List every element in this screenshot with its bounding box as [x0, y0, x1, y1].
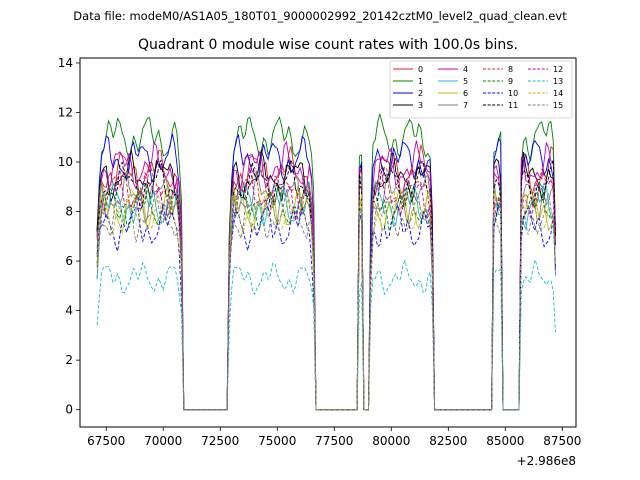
x-tick-label: 87500	[543, 434, 581, 448]
figure-suptitle: Data file: modeM0/AS1A05_180T01_90000029…	[73, 9, 567, 23]
legend-label-6: 6	[463, 89, 468, 98]
legend-frame	[389, 60, 573, 119]
x-tick-label: 75000	[258, 434, 296, 448]
legend-label-11: 11	[508, 101, 518, 110]
y-tick-label: 0	[65, 403, 73, 417]
y-tick-label: 10	[58, 155, 73, 169]
legend-label-3: 3	[418, 101, 423, 110]
x-offset-label: +2.986e8	[517, 454, 576, 468]
x-tick-label: 80000	[372, 434, 410, 448]
y-tick-label: 12	[58, 105, 73, 119]
legend-label-7: 7	[463, 101, 468, 110]
legend-label-9: 9	[508, 77, 513, 86]
y-axis: 0 2 4 6 8 10 12 14	[58, 56, 80, 417]
x-tick-label: 72500	[201, 434, 239, 448]
series-line-15	[96, 189, 556, 411]
legend-label-10: 10	[508, 89, 518, 98]
series-line-14	[96, 187, 556, 411]
legend-label-12: 12	[553, 65, 563, 74]
chart-title: Quadrant 0 module wise count rates with …	[138, 37, 518, 53]
x-axis: 67500 70000 72500 75000 77500 80000 82500 85000…	[87, 427, 581, 448]
x-tick-label: 70000	[144, 434, 182, 448]
plot-frame	[79, 57, 577, 428]
series-layer	[96, 113, 556, 411]
x-tick-label: 85000	[486, 434, 524, 448]
series-line-13	[96, 258, 556, 411]
x-tick-label: 67500	[87, 434, 125, 448]
legend-label-5: 5	[463, 77, 468, 86]
y-tick-label: 2	[65, 353, 73, 367]
legend-label-15: 15	[553, 101, 563, 110]
legend-label-13: 13	[553, 77, 563, 86]
legend-label-8: 8	[508, 65, 513, 74]
x-tick-label: 77500	[315, 434, 353, 448]
y-tick-label: 4	[65, 304, 73, 318]
legend-label-2: 2	[418, 89, 423, 98]
y-tick-label: 14	[58, 56, 73, 70]
legend-label-4: 4	[463, 65, 468, 74]
y-tick-label: 6	[65, 254, 73, 268]
legend-label-0: 0	[418, 65, 423, 74]
legend-label-14: 14	[553, 89, 563, 98]
legend-label-1: 1	[418, 77, 423, 86]
x-tick-label: 82500	[429, 434, 467, 448]
y-tick-label: 8	[65, 205, 73, 219]
